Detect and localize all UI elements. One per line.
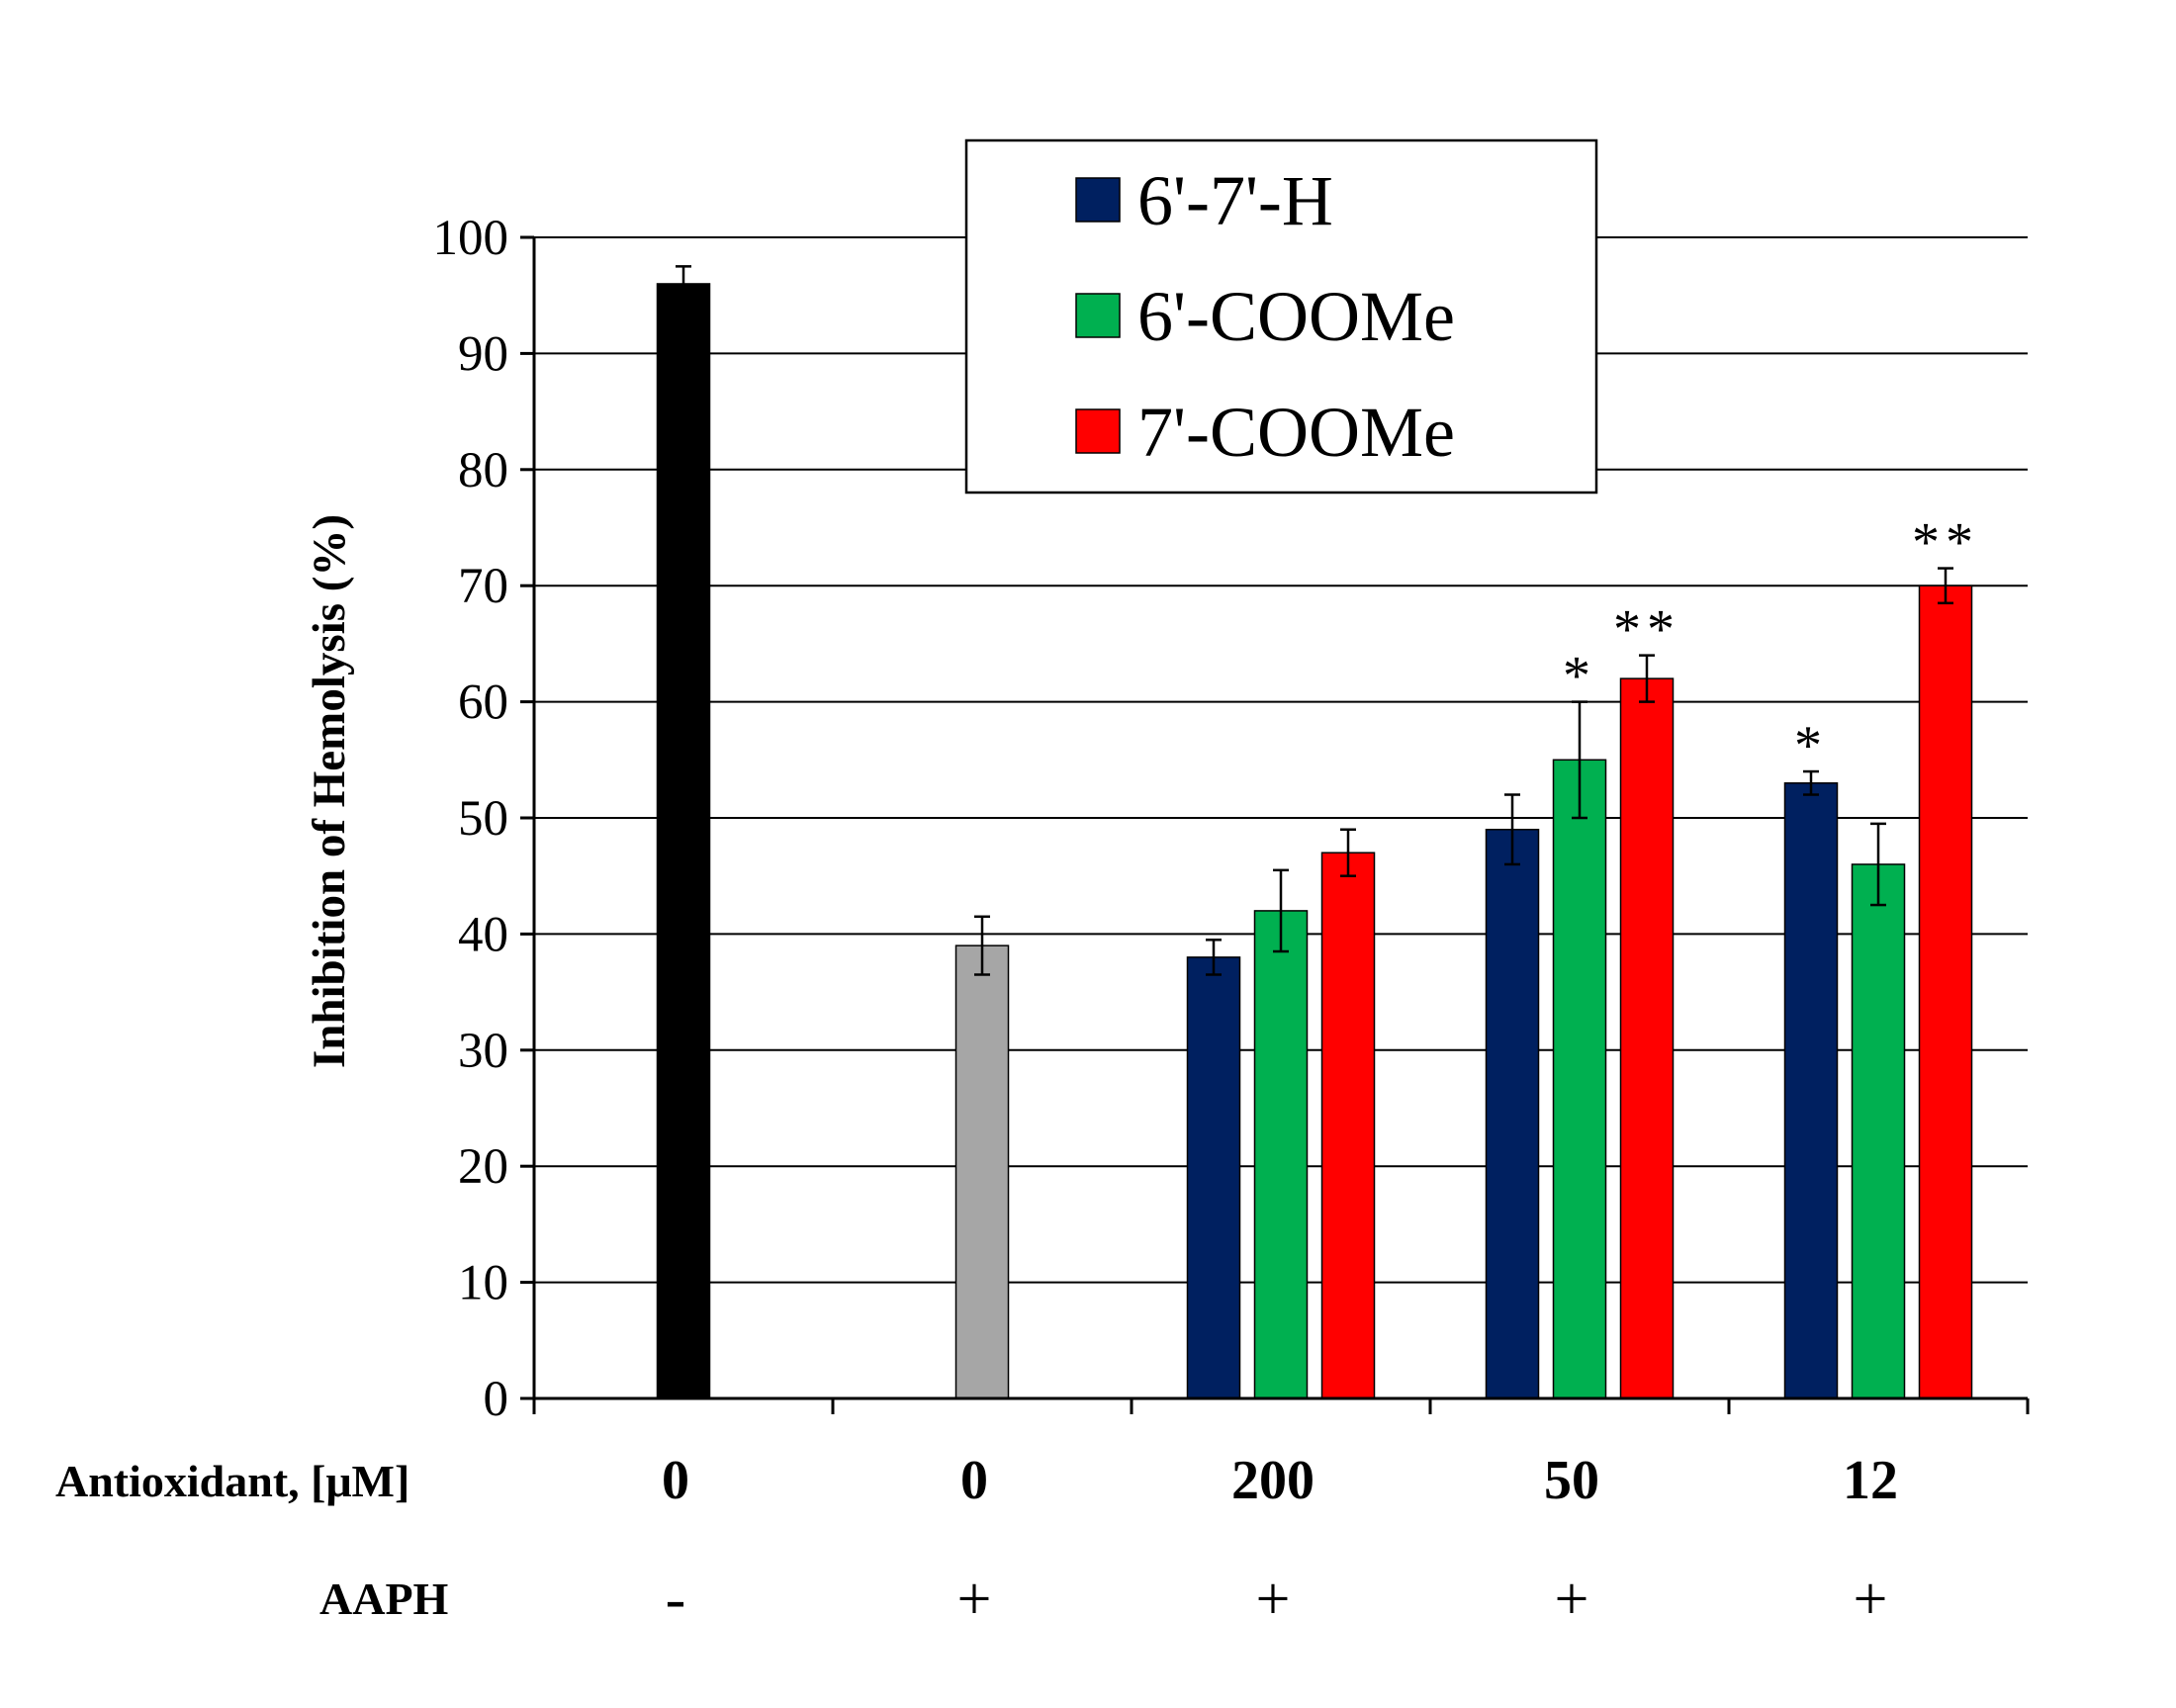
legend-swatch — [1075, 293, 1121, 338]
bar — [954, 944, 1010, 1399]
y-tick-label: 0 — [484, 1372, 509, 1427]
antioxidant-label: 0 — [662, 1450, 689, 1511]
y-tick-label: 100 — [433, 211, 509, 266]
legend-box — [964, 138, 1598, 494]
axes — [520, 235, 2030, 1414]
bar — [1918, 584, 1973, 1399]
bar — [1186, 956, 1241, 1399]
antioxidant-label: 50 — [1544, 1450, 1599, 1511]
error-bars — [676, 265, 1953, 976]
y-tick-label: 70 — [458, 559, 508, 614]
bar — [1485, 828, 1540, 1399]
aaph-label: + — [957, 1566, 992, 1633]
aaph-label: + — [1256, 1566, 1291, 1633]
aaph-label: + — [1854, 1566, 1888, 1633]
antioxidant-label: 200 — [1231, 1450, 1315, 1511]
antioxidant-label: 0 — [960, 1450, 988, 1511]
bar — [1253, 910, 1309, 1399]
y-tick-label: 10 — [458, 1256, 508, 1311]
significance-label: ** — [1912, 512, 1979, 574]
significance-label: * — [1794, 715, 1828, 776]
significance-label: ** — [1613, 599, 1680, 661]
y-tick-label: 40 — [458, 907, 508, 962]
antioxidant-label: 12 — [1843, 1450, 1898, 1511]
significance-labels: ****** — [1563, 512, 1979, 776]
significance-label: * — [1563, 646, 1596, 707]
y-tick-label: 80 — [458, 443, 508, 498]
bar — [1320, 852, 1376, 1399]
legend-label: 6'-COOMe — [1137, 277, 1455, 356]
y-tick-label: 50 — [458, 791, 508, 847]
y-tick-labels: 0 10 20 30 40 50 60 70 80 90 100 — [433, 211, 509, 1427]
legend-swatch — [1075, 177, 1121, 223]
aaph-label: + — [1555, 1566, 1589, 1633]
antioxidant-row-label: Antioxidant, [μM] — [55, 1456, 409, 1506]
bar — [656, 283, 711, 1399]
legend-swatch — [1075, 408, 1121, 454]
y-tick-label: 30 — [458, 1024, 508, 1079]
aaph-label: - — [666, 1566, 686, 1633]
bar — [1783, 782, 1839, 1399]
legend-label: 7'-COOMe — [1137, 393, 1455, 472]
y-tick-label: 90 — [458, 326, 508, 382]
bar — [1619, 677, 1675, 1399]
y-tick-label: 60 — [458, 675, 508, 731]
y-axis-label: Inhibition of Hemolysis (%) — [304, 514, 355, 1068]
y-tick-label: 20 — [458, 1139, 508, 1195]
category-labels: 0 - 0 +200 +50 +12 + — [662, 1450, 1898, 1633]
aaph-row-label: AAPH — [319, 1573, 449, 1624]
bar — [1552, 759, 1607, 1399]
legend: 6'-7'-H 6'-COOMe 7'-COOMe — [964, 138, 1598, 494]
legend-label: 6'-7'-H — [1137, 161, 1333, 240]
bar — [1851, 863, 1906, 1399]
